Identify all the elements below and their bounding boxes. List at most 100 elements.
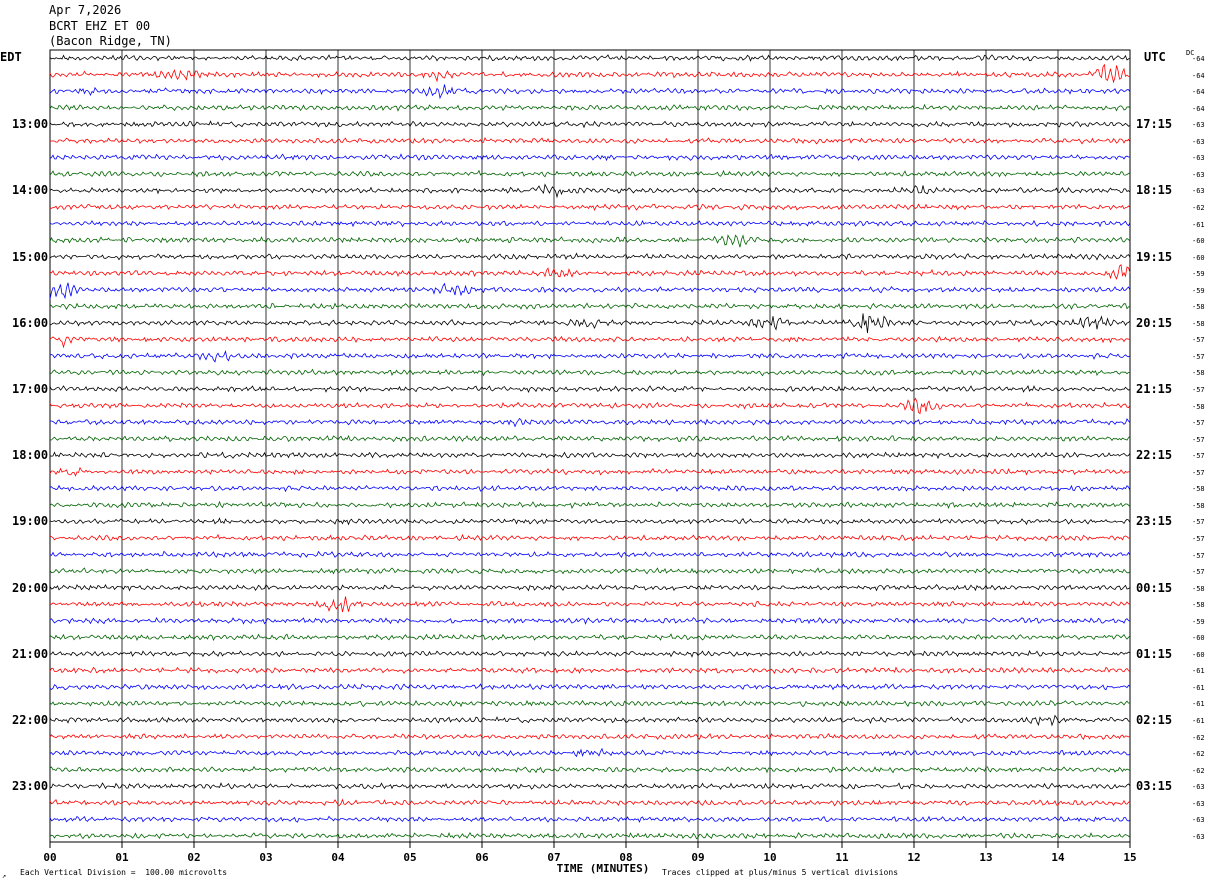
x-tick-label-01: 01 xyxy=(115,851,129,864)
x-tick-label-06: 06 xyxy=(475,851,489,864)
dc-offset-label: -61 xyxy=(1192,667,1205,676)
dc-offset-label: -63 xyxy=(1192,170,1205,179)
trace-row-13 xyxy=(49,264,1131,280)
right-hour-label: 23:15 xyxy=(1136,514,1173,529)
x-tick-label-05: 05 xyxy=(403,851,416,864)
trace-row-47 xyxy=(49,831,1131,840)
dc-offset-label: -63 xyxy=(1192,154,1205,163)
dc-offset-label: -61 xyxy=(1192,717,1205,725)
dc-offset-label: -64 xyxy=(1192,104,1205,113)
trace-row-12 xyxy=(49,252,1131,261)
dc-offset-label: -58 xyxy=(1192,584,1205,593)
x-axis-ticks: 00 01 02 03 04 05 06 07 08 09 10 11 12 13 14 15 xyxy=(43,842,1137,864)
dc-offset-label: -57 xyxy=(1192,419,1205,428)
right-hour-label: 22:15 xyxy=(1136,448,1173,463)
trace-row-21 xyxy=(49,397,1131,415)
trace-row-46 xyxy=(49,815,1131,823)
trace-row-14 xyxy=(49,282,1131,300)
x-tick-label-13: 13 xyxy=(979,851,992,864)
trace-row-16 xyxy=(49,313,1131,334)
trace-row-9 xyxy=(49,203,1131,212)
trace-row-20 xyxy=(49,385,1131,394)
trace-row-3 xyxy=(49,103,1131,112)
trace-row-2 xyxy=(49,84,1131,100)
trace-row-10 xyxy=(49,219,1131,228)
trace-row-18 xyxy=(49,350,1131,363)
left-hour-label: 23:00 xyxy=(12,779,49,794)
left-hour-label: 17:00 xyxy=(12,382,49,396)
left-hour-label: 21:00 xyxy=(12,646,49,661)
trace-row-5 xyxy=(49,136,1131,145)
trace-row-44 xyxy=(49,782,1131,790)
trace-row-42 xyxy=(49,747,1131,758)
dc-offset-label: -58 xyxy=(1192,501,1205,510)
trace-row-7 xyxy=(49,169,1131,178)
left-hour-label: 19:00 xyxy=(12,514,49,529)
dc-offset-label: -63 xyxy=(1192,816,1205,825)
trace-row-32 xyxy=(49,584,1131,592)
x-tick-label-03: 03 xyxy=(259,851,272,864)
trace-row-34 xyxy=(49,616,1131,625)
dc-offset-label: -57 xyxy=(1192,518,1205,527)
left-hour-label: 15:00 xyxy=(12,249,49,264)
dc-offset-header: DC xyxy=(1186,49,1195,57)
x-tick-label-10: 10 xyxy=(763,851,776,864)
dc-offset-label: -59 xyxy=(1192,270,1205,279)
x-tick-label-15: 15 xyxy=(1123,851,1136,864)
dc-offset-label: -58 xyxy=(1192,319,1205,328)
x-tick-label-14: 14 xyxy=(1051,851,1065,864)
dc-offset-label: -60 xyxy=(1192,650,1205,659)
x-tick-label-09: 09 xyxy=(691,851,704,864)
dc-offset-label: -61 xyxy=(1192,700,1205,709)
trace-row-24 xyxy=(49,451,1131,460)
dc-offset-label: -57 xyxy=(1192,336,1205,345)
x-tick-label-00: 00 xyxy=(43,851,56,864)
dc-offset-label: -58 xyxy=(1192,485,1205,494)
trace-row-43 xyxy=(49,765,1131,774)
right-hour-label: 17:15 xyxy=(1136,117,1173,132)
station-location: (Bacon Ridge, TN) xyxy=(49,34,172,48)
dc-offset-label: -62 xyxy=(1192,733,1205,742)
left-hour-label: 18:00 xyxy=(12,448,49,463)
dc-offset-label: -60 xyxy=(1192,634,1205,643)
station-code: BCRT EHZ ET 00 xyxy=(49,19,151,33)
trace-row-29 xyxy=(49,533,1131,542)
dc-offset-label: -57 xyxy=(1192,551,1205,560)
right-hour-label: 00:15 xyxy=(1136,580,1173,595)
dc-offset-label: -58 xyxy=(1192,601,1205,610)
dc-offset-label: -58 xyxy=(1192,369,1205,378)
trace-row-26 xyxy=(49,484,1131,493)
dc-offset-label: -63 xyxy=(1192,137,1205,146)
trace-row-30 xyxy=(49,550,1131,559)
dc-offset-label: -63 xyxy=(1192,783,1205,792)
dc-offset-label: -57 xyxy=(1192,435,1205,444)
dc-offset-label: -59 xyxy=(1192,617,1205,626)
dc-offset-label: -62 xyxy=(1192,750,1205,759)
trace-row-19 xyxy=(49,368,1131,377)
dc-offset-label: -61 xyxy=(1192,683,1205,692)
left-hour-label: 16:00 xyxy=(12,315,49,330)
left-hour-label: 22:00 xyxy=(12,713,49,727)
dc-offset-label: -60 xyxy=(1192,237,1205,246)
x-tick-label-12: 12 xyxy=(907,851,920,864)
trace-row-11 xyxy=(49,234,1131,248)
dc-offset-label: -57 xyxy=(1192,386,1205,394)
trace-row-27 xyxy=(49,500,1131,510)
trace-row-35 xyxy=(49,633,1131,642)
trace-row-8 xyxy=(49,183,1131,199)
dc-offset-label: -59 xyxy=(1192,286,1205,295)
dc-offset-label: -57 xyxy=(1192,452,1205,461)
trace-row-23 xyxy=(49,434,1131,443)
trace-row-25 xyxy=(49,466,1131,477)
trace-row-40 xyxy=(49,714,1131,727)
trace-row-0 xyxy=(49,54,1131,62)
trace-row-33 xyxy=(49,596,1131,613)
left-timezone-label: EDT xyxy=(0,50,22,64)
dc-offset-label: -64 xyxy=(1192,88,1205,97)
vertical-gridlines xyxy=(121,50,1059,842)
trace-row-39 xyxy=(49,699,1131,708)
right-hour-label: 19:15 xyxy=(1136,249,1173,264)
dc-offset-label: -57 xyxy=(1192,352,1205,361)
dc-offset-label: -57 xyxy=(1192,534,1205,543)
